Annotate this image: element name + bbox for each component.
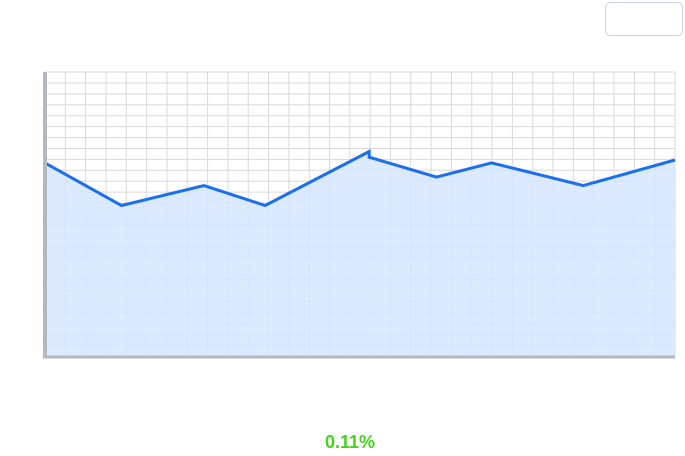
series-area-fill — [45, 151, 675, 356]
percent-change-label: 0.11% — [324, 432, 376, 452]
chart-points — [44, 151, 676, 206]
chart-options-button[interactable] — [605, 2, 683, 36]
series-line — [44, 149, 676, 208]
chart-area — [43, 71, 676, 359]
area-chart — [43, 71, 676, 359]
